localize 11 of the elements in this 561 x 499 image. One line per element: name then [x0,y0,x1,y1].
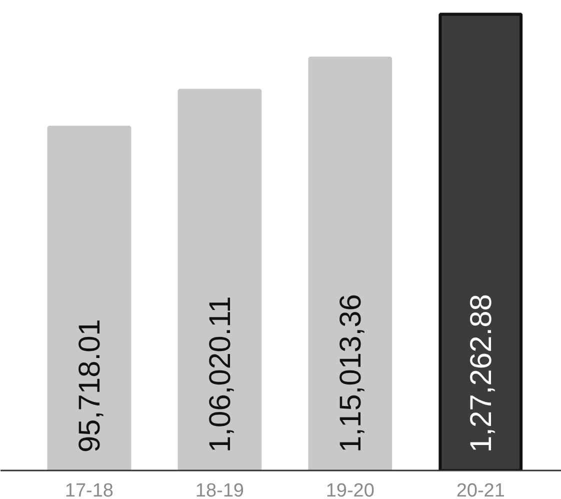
x-tick-label: 20-21 [456,480,505,499]
x-tick-label: 19-20 [326,480,374,499]
x-tick-label: 18-19 [195,480,244,499]
bar [47,126,132,470]
data-label: 95,718.01 [74,319,107,452]
x-tick-label: 17-18 [64,480,114,499]
data-label: 1,27,262.88 [465,294,498,452]
bar [308,56,392,470]
data-label: 1,15,013,36 [334,294,368,452]
bar [178,88,262,470]
data-label: 1,06,020.11 [204,296,238,452]
